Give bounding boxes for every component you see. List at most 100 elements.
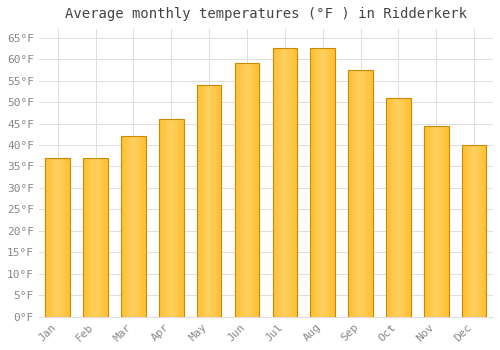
Bar: [394, 98, 395, 317]
Bar: [107, 158, 108, 317]
Bar: [234, 63, 260, 317]
Bar: [159, 119, 184, 317]
Bar: [282, 48, 283, 317]
Bar: [292, 48, 293, 317]
Bar: [442, 126, 443, 317]
Bar: [334, 48, 335, 317]
Title: Average monthly temperatures (°F ) in Ridderkerk: Average monthly temperatures (°F ) in Ri…: [65, 7, 467, 21]
Bar: [62, 158, 64, 317]
Bar: [430, 126, 432, 317]
Bar: [236, 63, 237, 317]
Bar: [216, 85, 218, 317]
Bar: [90, 158, 92, 317]
Bar: [310, 48, 311, 317]
Bar: [145, 136, 146, 317]
Bar: [210, 85, 211, 317]
Bar: [322, 48, 324, 317]
Bar: [276, 48, 278, 317]
Bar: [392, 98, 394, 317]
Bar: [330, 48, 331, 317]
Bar: [356, 70, 358, 317]
Bar: [441, 126, 442, 317]
Bar: [168, 119, 169, 317]
Bar: [239, 63, 240, 317]
Bar: [173, 119, 174, 317]
Bar: [386, 98, 387, 317]
Bar: [396, 98, 397, 317]
Bar: [136, 136, 138, 317]
Bar: [313, 48, 314, 317]
Bar: [254, 63, 255, 317]
Bar: [279, 48, 280, 317]
Bar: [311, 48, 312, 317]
Bar: [332, 48, 334, 317]
Bar: [64, 158, 65, 317]
Bar: [181, 119, 182, 317]
Bar: [121, 136, 122, 317]
Bar: [408, 98, 409, 317]
Bar: [280, 48, 281, 317]
Bar: [126, 136, 127, 317]
Bar: [180, 119, 181, 317]
Bar: [470, 145, 471, 317]
Bar: [57, 158, 58, 317]
Bar: [471, 145, 472, 317]
Bar: [248, 63, 250, 317]
Bar: [167, 119, 168, 317]
Bar: [164, 119, 166, 317]
Bar: [100, 158, 102, 317]
Bar: [252, 63, 254, 317]
Bar: [47, 158, 48, 317]
Bar: [123, 136, 124, 317]
Bar: [54, 158, 56, 317]
Bar: [348, 70, 373, 317]
Bar: [327, 48, 328, 317]
Bar: [444, 126, 446, 317]
Bar: [405, 98, 406, 317]
Bar: [134, 136, 135, 317]
Bar: [482, 145, 483, 317]
Bar: [69, 158, 70, 317]
Bar: [398, 98, 399, 317]
Bar: [464, 145, 465, 317]
Bar: [247, 63, 248, 317]
Bar: [46, 158, 47, 317]
Bar: [272, 48, 274, 317]
Bar: [348, 70, 349, 317]
Bar: [274, 48, 275, 317]
Bar: [58, 158, 59, 317]
Bar: [272, 48, 297, 317]
Bar: [86, 158, 88, 317]
Bar: [160, 119, 162, 317]
Bar: [60, 158, 61, 317]
Bar: [163, 119, 164, 317]
Bar: [204, 85, 205, 317]
Bar: [132, 136, 134, 317]
Bar: [170, 119, 172, 317]
Bar: [425, 126, 426, 317]
Bar: [317, 48, 318, 317]
Bar: [434, 126, 436, 317]
Bar: [255, 63, 256, 317]
Bar: [321, 48, 322, 317]
Bar: [409, 98, 410, 317]
Bar: [212, 85, 214, 317]
Bar: [286, 48, 288, 317]
Bar: [66, 158, 67, 317]
Bar: [349, 70, 350, 317]
Bar: [144, 136, 145, 317]
Bar: [476, 145, 478, 317]
Bar: [360, 70, 362, 317]
Bar: [362, 70, 363, 317]
Bar: [474, 145, 475, 317]
Bar: [122, 136, 123, 317]
Bar: [214, 85, 215, 317]
Bar: [294, 48, 296, 317]
Bar: [238, 63, 239, 317]
Bar: [404, 98, 405, 317]
Bar: [208, 85, 209, 317]
Bar: [359, 70, 360, 317]
Bar: [258, 63, 260, 317]
Bar: [237, 63, 238, 317]
Bar: [56, 158, 57, 317]
